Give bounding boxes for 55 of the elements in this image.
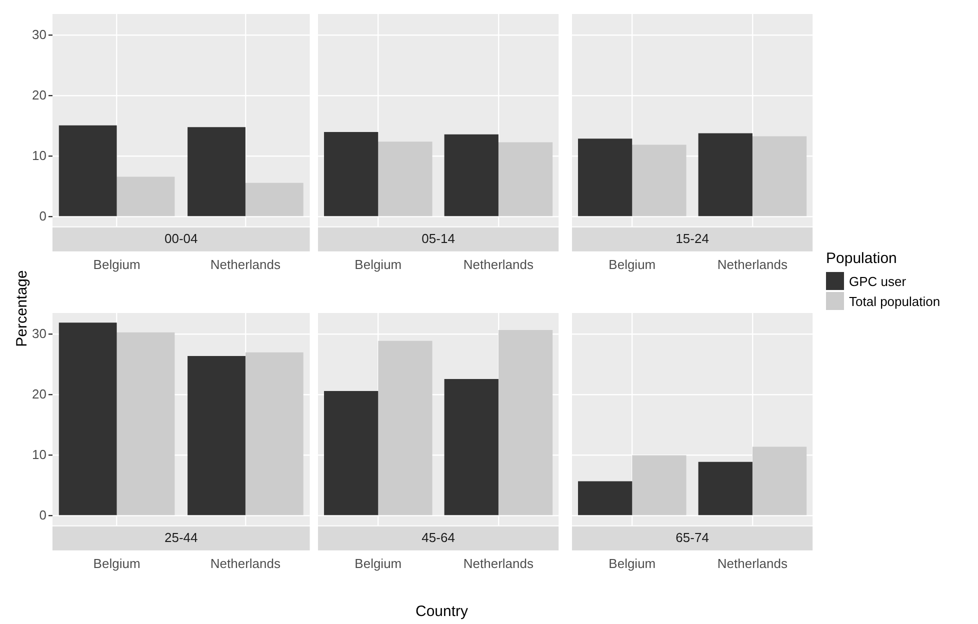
text: 15-24 — [676, 230, 709, 246]
x-tick-label: Belgium — [93, 556, 140, 571]
bar — [444, 134, 498, 216]
x-tick-label: Netherlands — [463, 556, 534, 571]
x-tick-label: Belgium — [608, 556, 656, 571]
text: 45-64 — [422, 530, 455, 545]
y-axis-title: Percentage — [14, 269, 30, 349]
bar — [245, 182, 304, 216]
y-tick-label: 30 — [32, 26, 46, 42]
x-tick-label: Netherlands — [717, 256, 788, 272]
text: 00-04 — [164, 230, 198, 246]
bar — [578, 481, 632, 516]
x-tick-label: Netherlands — [717, 556, 788, 571]
bar — [378, 340, 432, 516]
text: 25-44 — [164, 530, 198, 545]
bar — [632, 144, 686, 216]
bar — [632, 455, 686, 516]
bar — [116, 332, 175, 516]
x-tick-label: Netherlands — [210, 556, 281, 571]
y-tick-label: 0 — [39, 208, 46, 224]
y-tick-label: 0 — [39, 507, 46, 522]
bar — [752, 446, 807, 516]
bar — [578, 138, 632, 216]
text: 05-14 — [422, 230, 455, 246]
legend-label: GPC user — [849, 274, 906, 288]
x-tick-label: Netherlands — [210, 256, 281, 272]
bar — [58, 322, 117, 516]
bar — [188, 127, 246, 216]
bar — [698, 462, 752, 516]
bar — [698, 133, 752, 216]
y-tick-label: 30 — [32, 326, 46, 341]
x-tick-label: Belgium — [93, 256, 140, 272]
y-tick-label: 20 — [32, 386, 46, 402]
x-tick-label: Belgium — [354, 256, 402, 272]
x-tick-label: Belgium — [354, 556, 402, 571]
bar — [188, 356, 246, 516]
legend-title: Population — [826, 250, 898, 267]
bar — [245, 352, 304, 516]
y-tick-label: 20 — [32, 87, 46, 102]
bar — [116, 176, 175, 216]
bar — [498, 142, 553, 216]
bar — [498, 330, 553, 516]
bar — [752, 136, 807, 216]
x-axis-title: Country — [416, 603, 468, 620]
y-tick-label: 10 — [32, 148, 46, 163]
legend-label: Total population — [849, 294, 940, 308]
bar — [324, 132, 378, 216]
bar — [58, 125, 117, 216]
text: 65-74 — [676, 530, 709, 545]
y-tick-label: 10 — [32, 446, 46, 462]
bar — [378, 142, 432, 216]
bar — [444, 378, 498, 516]
x-tick-label: Netherlands — [463, 256, 534, 272]
bar — [324, 391, 378, 516]
x-tick-label: Belgium — [608, 256, 656, 272]
